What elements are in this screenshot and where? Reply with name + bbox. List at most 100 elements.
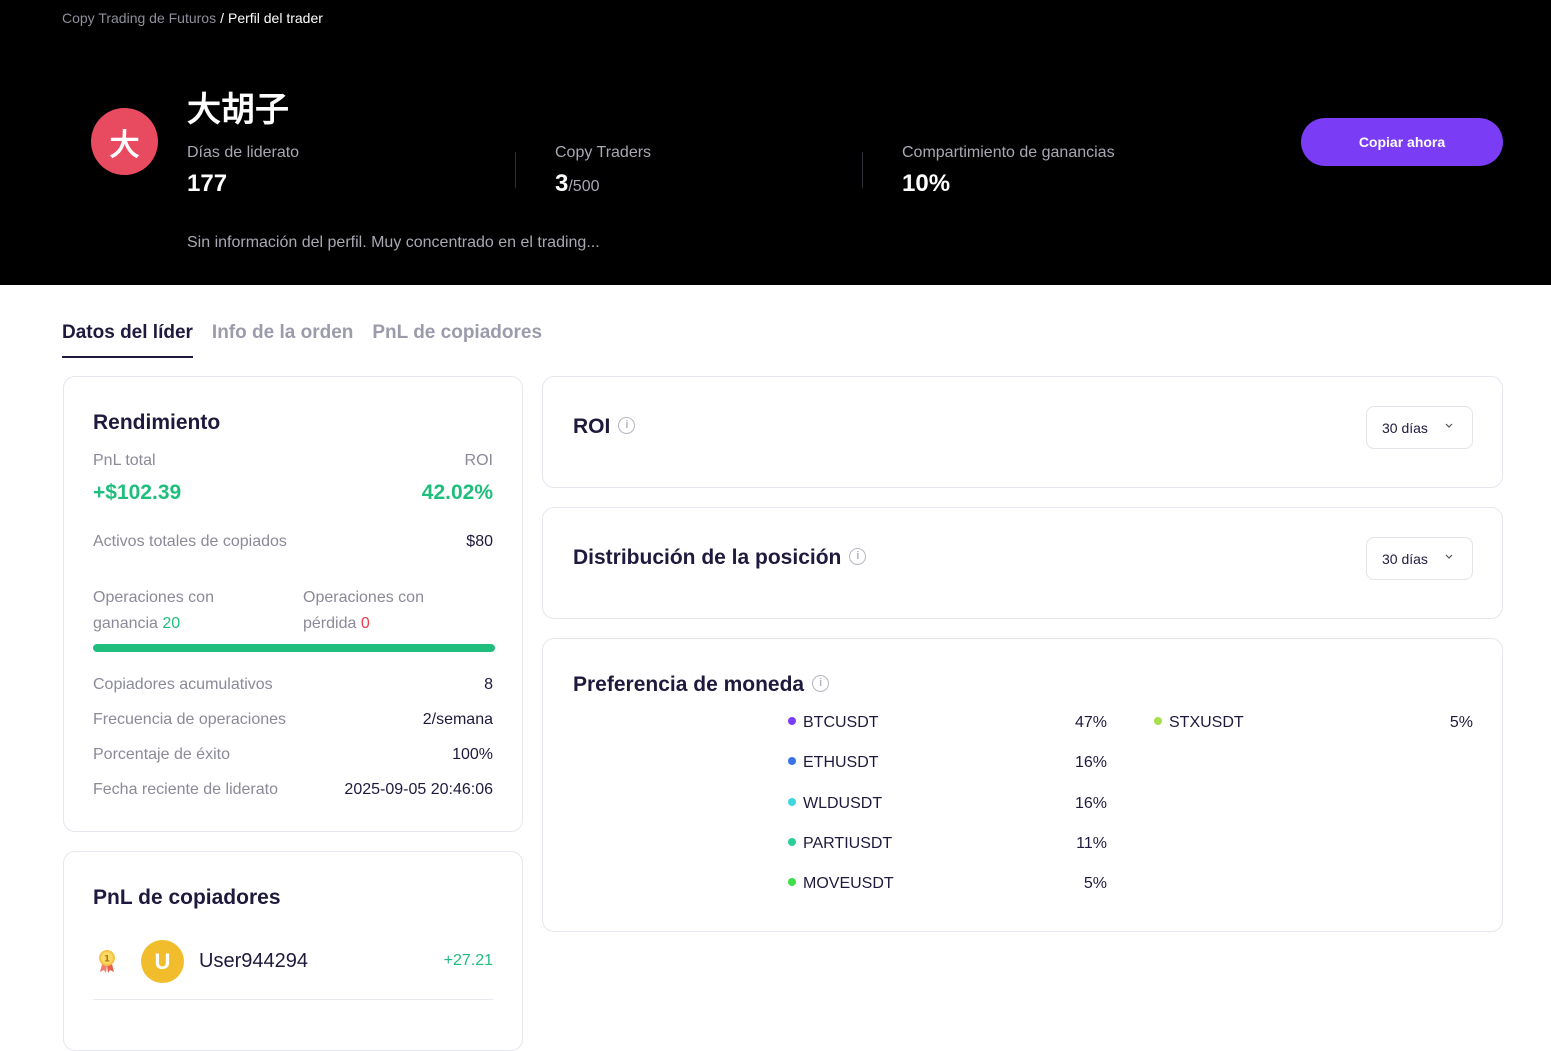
info-icon[interactable]: i [812, 674, 830, 692]
loss-label-line2: pérdida [303, 615, 357, 632]
coin-percentage: 47% [1074, 714, 1107, 731]
coin-legend-item: BTCUSDT [788, 714, 879, 732]
user-pnl-value: +27.21 [443, 952, 493, 969]
coin-preference-title: Preferencia de moneda i [573, 673, 830, 697]
loss-count: 0 [360, 615, 370, 632]
copy-traders-count: 3 [555, 170, 569, 197]
coin-percentage: 16% [1074, 754, 1107, 771]
coin-name: PARTIUSDT [803, 835, 893, 852]
copier-pnl-title: PnL de copiadores [93, 886, 281, 909]
stat-row-value: 100% [452, 746, 493, 763]
coin-name: WLDUSDT [803, 795, 883, 812]
divider [515, 152, 516, 188]
roi-period-select[interactable]: 30 días [1366, 406, 1473, 449]
win-label-line1: Operaciones con [93, 589, 214, 606]
trader-avatar: 大 [91, 108, 158, 175]
coin-percentage: 11% [1076, 835, 1107, 852]
chevron-down-icon [1445, 554, 1453, 559]
stat-label: Copy Traders [555, 144, 652, 161]
stat-row-value: 8 [484, 676, 493, 693]
win-label-line2: ganancia [93, 615, 158, 632]
roi-label: ROI [464, 452, 493, 469]
profile-tabs: Datos del líder Info de la orden PnL de … [62, 322, 542, 358]
coin-percentage: 5% [1449, 714, 1473, 731]
user-avatar: U [141, 940, 184, 983]
user-name: User944294 [199, 950, 308, 972]
trader-name: 大胡子 [187, 90, 289, 130]
coin-name: BTCUSDT [803, 714, 879, 731]
info-icon[interactable]: i [849, 547, 867, 565]
tab-copier-pnl[interactable]: PnL de copiadores [372, 322, 543, 343]
performance-card: Rendimiento PnL total ROI +$102.39 42.02… [63, 376, 523, 832]
stat-copy-traders: Copy Traders 3/500 [555, 144, 651, 198]
breadcrumb: Copy Trading de Futuros / Perfil del trade… [62, 10, 323, 26]
coin-dot [788, 877, 796, 886]
stat-row: Fecha reciente de liderato 2025-09-05 20… [93, 781, 493, 799]
coin-dot [1154, 716, 1162, 725]
roi-title: ROI i [573, 415, 636, 439]
info-icon[interactable]: i [618, 416, 636, 434]
assets-label: Activos totales de copiados [93, 533, 287, 550]
coin-dot [788, 797, 796, 806]
win-loss-bar [93, 644, 495, 652]
distribution-title-text: Distribución de la posición [573, 546, 842, 569]
breadcrumb-parent-link[interactable]: Copy Trading de Futuros [62, 10, 217, 26]
pnl-roi-values: +$102.39 42.02% [93, 481, 493, 505]
trader-bio: Sin información del perfil. Muy concentr… [187, 234, 600, 251]
tab-leader-data[interactable]: Datos del líder [62, 322, 193, 358]
coin-legend-item: MOVEUSDT [788, 875, 894, 893]
distribution-period-select[interactable]: 30 días [1366, 537, 1473, 580]
coin-percentage: 5% [1083, 875, 1107, 892]
stat-leading-days: Días de liderato 177 [187, 144, 299, 198]
roi-period-value: 30 días [1382, 419, 1428, 436]
coin-legend-item: ETHUSDT [788, 754, 879, 772]
copier-pnl-card: PnL de copiadores 1 U User944294 +27.21 [63, 851, 523, 1051]
stat-profit-share: Compartimiento de ganancias 10% [902, 144, 1115, 198]
stat-label: Compartimiento de ganancias [902, 144, 1115, 161]
stat-row-value: 2025-09-05 20:46:06 [344, 781, 493, 798]
stat-value: 10% [902, 170, 951, 197]
coin-preference-card: Preferencia de moneda i BTCUSDT 47% ETHUS… [542, 638, 1503, 932]
coin-dot [788, 756, 796, 765]
stat-row: Porcentaje de éxito 100% [93, 746, 493, 764]
loss-label-line1: Operaciones con [303, 589, 424, 606]
stat-row-label: Porcentaje de éxito [93, 746, 230, 763]
coin-name: STXUSDT [1169, 714, 1244, 731]
copy-traders-max: /500 [568, 178, 600, 195]
assets-value: $80 [466, 533, 493, 550]
losing-trades: Operaciones con pérdida 0 [303, 585, 493, 637]
stat-value: 3/500 [555, 170, 651, 198]
coin-legend-item: PARTIUSDT [788, 835, 892, 853]
pnl-value: +$102.39 [93, 481, 182, 504]
coin-name: ETHUSDT [803, 754, 879, 771]
tab-order-info[interactable]: Info de la orden [211, 322, 354, 343]
roi-value: 42.02% [421, 481, 493, 504]
performance-title: Rendimiento [93, 411, 221, 434]
chevron-down-icon [1445, 423, 1453, 428]
coin-percentage: 16% [1074, 795, 1107, 812]
distribution-title: Distribución de la posición i [573, 546, 867, 570]
winning-trades: Operaciones con ganancia 20 [93, 585, 283, 637]
roi-title-text: ROI [573, 415, 611, 438]
gold-medal-icon: 1 [99, 950, 115, 973]
coin-preference-title-text: Preferencia de moneda [573, 673, 805, 696]
coin-name: MOVEUSDT [803, 875, 894, 892]
pnl-label: PnL total [93, 452, 156, 469]
stat-row-label: Frecuencia de operaciones [93, 711, 287, 728]
pnl-roi-labels: PnL total ROI [93, 452, 493, 470]
distribution-period-value: 30 días [1382, 550, 1428, 567]
coin-dot [788, 716, 796, 725]
trader-header: Copy Trading de Futuros / Perfil del trade… [0, 0, 1551, 285]
stat-row-label: Fecha reciente de liderato [93, 781, 278, 798]
stat-row: Frecuencia de operaciones 2/semana [93, 711, 493, 729]
stat-value: 177 [187, 170, 228, 197]
breadcrumb-separator: / [220, 10, 224, 26]
divider [862, 152, 863, 188]
rank-number: 1 [104, 955, 110, 965]
win-count: 20 [162, 615, 181, 632]
divider [93, 999, 493, 1000]
assets-row: Activos totales de copiados $80 [93, 533, 493, 551]
position-distribution-card: Distribución de la posición i 30 días [542, 507, 1503, 619]
coin-legend-item: WLDUSDT [788, 795, 882, 813]
copy-now-button[interactable]: Copiar ahora [1301, 118, 1503, 166]
